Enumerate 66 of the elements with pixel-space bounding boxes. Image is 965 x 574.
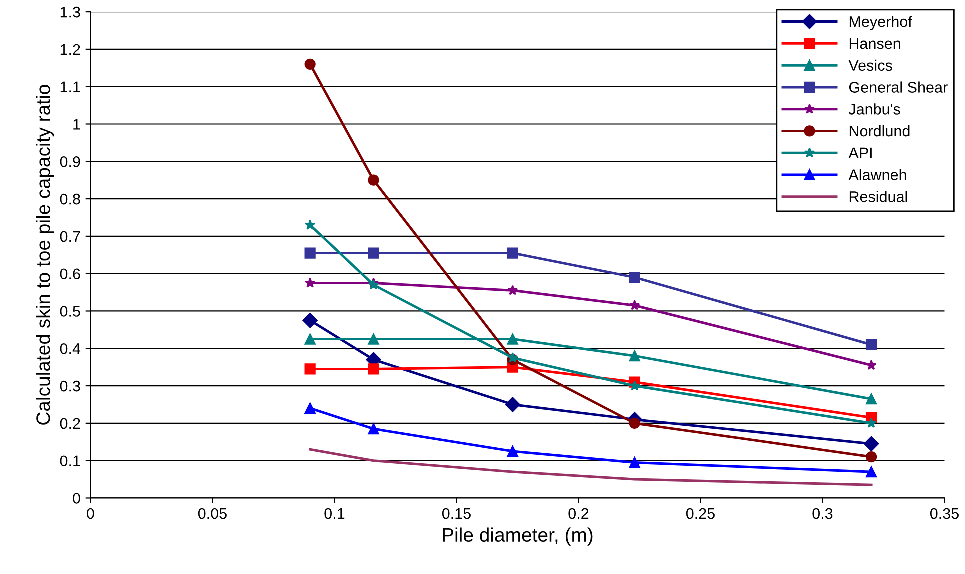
line-series — [309, 448, 873, 486]
point — [866, 418, 877, 428]
legend-label: General Shear — [849, 82, 948, 93]
point — [304, 334, 316, 345]
point — [305, 220, 316, 230]
y-tick-label: 0.3 — [60, 380, 80, 392]
y-tick-label: 0.4 — [60, 344, 81, 354]
point — [864, 436, 880, 452]
point — [302, 313, 318, 328]
y-tick-label: 1.1 — [60, 82, 80, 92]
point — [630, 300, 640, 310]
y-tick-label: 0.2 — [60, 418, 80, 430]
point — [866, 360, 877, 370]
y-tick-label: 0.9 — [60, 156, 80, 168]
y-tick-label: 0.6 — [60, 268, 80, 280]
legend-label: Alawneh — [848, 169, 906, 180]
point — [304, 248, 316, 259]
point — [866, 339, 878, 350]
point — [507, 248, 518, 259]
y-tick-label: 1 — [74, 119, 80, 130]
point — [368, 248, 380, 259]
legend-label: Hansen — [850, 38, 900, 50]
x-tick-label: 0 — [87, 508, 94, 520]
point — [304, 364, 316, 375]
x-tick-label: 0.2 — [568, 508, 589, 520]
x-tick-label: 0.35 — [930, 508, 959, 520]
legend-label: Vesics — [848, 60, 892, 72]
point — [505, 397, 520, 412]
point — [866, 466, 878, 478]
point — [507, 334, 518, 345]
y-tick-label: 0.8 — [60, 194, 80, 205]
x-tick-label: 0.15 — [442, 508, 471, 520]
y-tick-label: 0.7 — [60, 231, 80, 242]
point — [508, 352, 518, 363]
y-axis-title: Calculated skin to toe pile capacity ratio — [36, 85, 54, 425]
point — [629, 272, 640, 284]
point — [629, 457, 640, 468]
point — [629, 350, 640, 362]
legend-label: Nordlund — [850, 125, 910, 137]
point — [368, 423, 380, 435]
x-tick-label: 0.1 — [324, 508, 345, 520]
point — [368, 174, 380, 186]
legend-label: API — [848, 148, 872, 158]
x-tick-label: 0.25 — [686, 508, 715, 520]
point — [305, 278, 316, 288]
y-tick-label: 0 — [73, 493, 80, 504]
x-axis-title: Pile diameter, (m) — [443, 528, 593, 546]
point — [866, 394, 878, 405]
y-tick-label: 1.3 — [60, 6, 80, 18]
y-tick-label: 1.2 — [60, 44, 80, 55]
point — [304, 58, 316, 70]
legend-label: Meyerhof — [850, 16, 912, 30]
x-tick-label: 0.3 — [812, 508, 833, 520]
point — [866, 452, 878, 463]
legend-label: Janbu's — [848, 104, 900, 115]
point — [368, 364, 380, 375]
y-tick-label: 0.5 — [60, 306, 80, 317]
point — [508, 285, 518, 296]
point — [629, 418, 640, 429]
point — [304, 402, 316, 414]
point — [368, 334, 380, 345]
point — [630, 380, 640, 391]
legend-label: Residual — [850, 191, 908, 202]
point — [507, 446, 518, 458]
y-tick-label: 0.1 — [60, 456, 80, 467]
x-tick-label: 0.05 — [198, 508, 227, 520]
